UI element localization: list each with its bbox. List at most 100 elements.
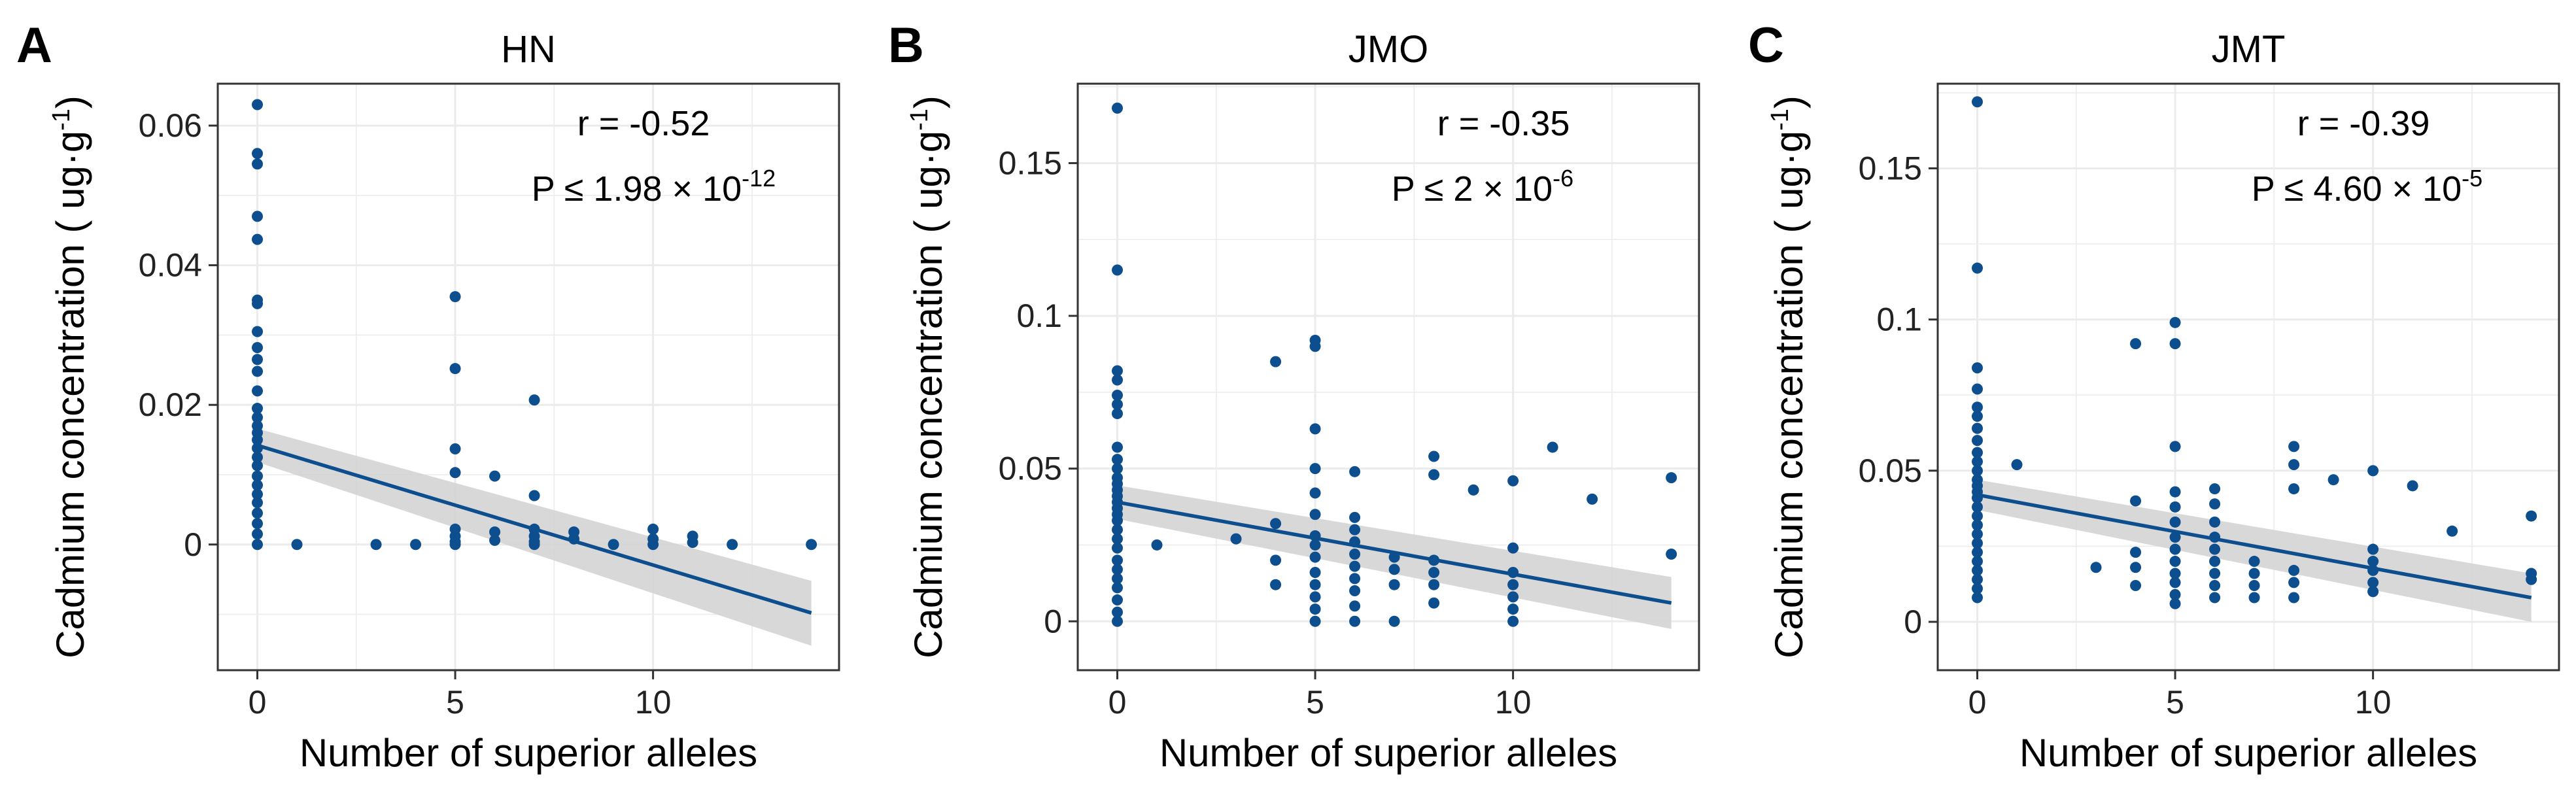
data-point	[449, 467, 461, 479]
data-point	[2526, 573, 2537, 585]
data-point	[1112, 582, 1124, 594]
p-value-exponent: -12	[742, 165, 776, 192]
data-point	[1112, 533, 1124, 545]
y-axis-label-text: Cadmium concentration ( ug·g	[1767, 131, 1811, 658]
data-point	[528, 394, 540, 406]
data-point	[489, 534, 501, 546]
data-point	[1112, 594, 1124, 606]
data-point	[1270, 579, 1282, 590]
data-point	[489, 470, 501, 482]
data-point	[2169, 486, 2181, 498]
x-tick-label: 10	[1495, 684, 1532, 721]
data-point	[1547, 441, 1558, 453]
data-point	[252, 298, 264, 309]
panel-label: C	[1748, 18, 1784, 73]
data-point	[2169, 543, 2181, 555]
data-point	[2169, 316, 2181, 328]
data-point	[2169, 338, 2181, 350]
data-point	[1468, 484, 1479, 496]
data-point	[1972, 528, 1984, 540]
panel-b: 0 5 10 0 0.05 0.1 0.15 B JMO Number of superior a…	[888, 18, 1700, 775]
data-point	[2169, 556, 2181, 568]
p-value-base: P ≤ 4.60 × 10	[2252, 169, 2462, 209]
y-axis-label-superscript: -1	[906, 109, 933, 131]
data-point	[252, 528, 264, 540]
data-point	[2130, 338, 2142, 350]
panel-a: 0 5 10 0 0.02 0.04 0.06 A HN Number of superior a…	[16, 18, 840, 775]
data-point	[1666, 548, 1677, 560]
data-point	[2367, 577, 2379, 588]
data-point	[1666, 472, 1677, 484]
y-axis-label-close: )	[906, 95, 950, 109]
y-tick-label: 0	[1044, 603, 1062, 639]
data-point	[528, 490, 540, 502]
data-point	[1309, 591, 1321, 603]
data-points	[252, 99, 817, 551]
gridlines	[218, 84, 839, 670]
data-point	[1112, 524, 1124, 536]
data-point	[1309, 423, 1321, 435]
correlation-r: r = -0.39	[2297, 104, 2430, 143]
data-point	[252, 99, 264, 110]
data-point	[2367, 543, 2379, 555]
data-point	[1507, 542, 1519, 554]
data-point	[1972, 592, 1984, 604]
data-point	[1507, 604, 1519, 615]
y-axis-label-superscript: -1	[1766, 109, 1794, 131]
data-point	[1309, 551, 1321, 563]
data-point	[252, 411, 264, 423]
data-point	[1112, 399, 1124, 411]
data-point	[1112, 441, 1124, 453]
data-point	[1388, 615, 1400, 627]
data-point	[2209, 498, 2221, 510]
data-point	[647, 539, 659, 551]
data-point	[1972, 401, 1984, 413]
data-point	[252, 497, 264, 509]
panel-title: HN	[501, 28, 556, 71]
y-tick-label: 0.1	[1876, 301, 1922, 338]
data-point	[2130, 562, 2142, 573]
data-point	[2209, 516, 2221, 528]
data-point	[449, 539, 461, 551]
data-point	[252, 460, 264, 471]
data-point	[1309, 509, 1321, 520]
data-point	[252, 326, 264, 337]
data-point	[1349, 560, 1361, 572]
data-point	[449, 291, 461, 303]
data-point	[2209, 543, 2221, 555]
data-point	[1309, 604, 1321, 615]
data-point	[2288, 564, 2300, 576]
data-point	[1972, 573, 1984, 585]
data-point	[1112, 564, 1124, 575]
data-point	[2209, 568, 2221, 579]
data-point	[252, 354, 264, 366]
y-tick-label: 0.15	[1859, 150, 1922, 186]
data-point	[449, 363, 461, 375]
regression-line	[256, 443, 812, 615]
data-points	[1112, 102, 1677, 627]
data-point	[1349, 600, 1361, 612]
data-point	[1112, 606, 1124, 618]
data-point	[647, 523, 659, 535]
data-point	[1388, 564, 1400, 575]
data-point	[2130, 495, 2142, 507]
data-point	[2288, 577, 2300, 588]
data-point	[252, 158, 264, 170]
data-point	[2130, 547, 2142, 558]
data-point	[2367, 465, 2379, 477]
data-point	[2090, 562, 2102, 573]
data-point	[252, 403, 264, 415]
data-point	[1112, 515, 1124, 526]
y-tick-label: 0	[1904, 604, 1922, 640]
data-point	[1112, 365, 1124, 377]
plot-frame	[1936, 82, 2560, 672]
data-point	[1112, 554, 1124, 566]
y-tick-label: 0.05	[999, 450, 1062, 487]
p-value-exponent: -6	[1553, 165, 1573, 192]
data-point	[1309, 579, 1321, 590]
y-tick-label: 0.15	[999, 144, 1062, 181]
data-point	[252, 385, 264, 397]
data-point	[1112, 264, 1124, 276]
x-axis-label: Number of superior alleles	[1159, 731, 1617, 775]
x-tick-label: 5	[1306, 684, 1324, 721]
